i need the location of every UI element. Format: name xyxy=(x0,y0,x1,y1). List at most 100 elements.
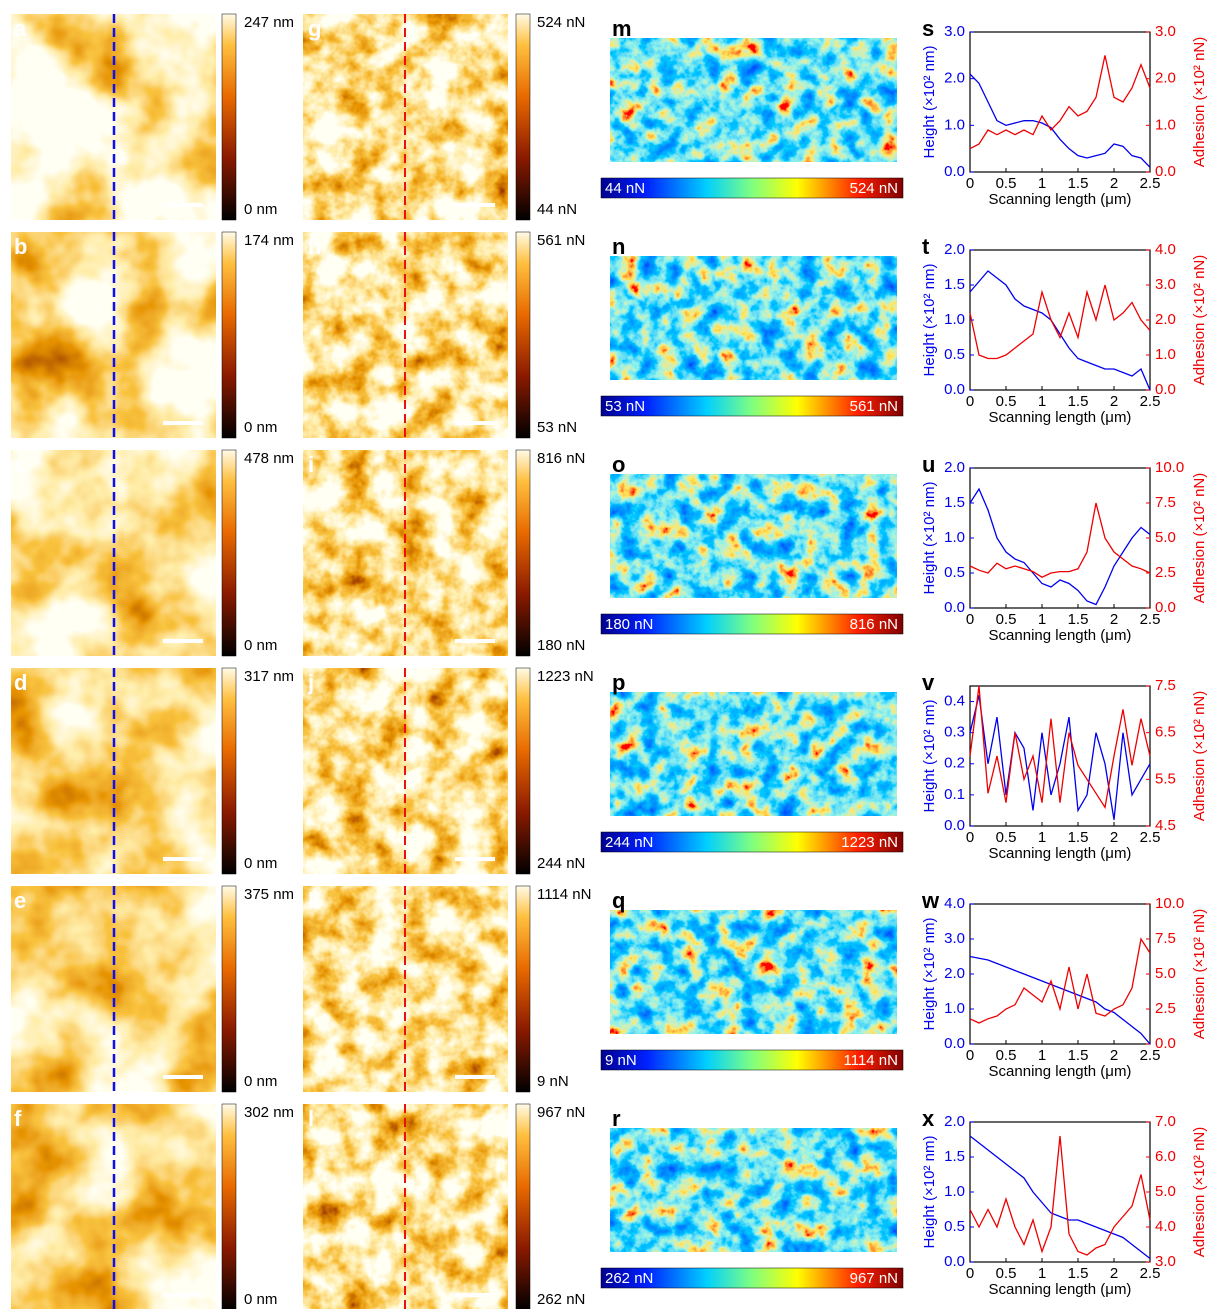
y-axis-label: Height (×10² nm) xyxy=(921,482,938,595)
y2-tick-label: 4.5 xyxy=(1155,817,1176,834)
x-tick-label: 2 xyxy=(1110,829,1118,846)
x-axis-label: Scanning length (μm) xyxy=(989,409,1132,426)
x-tick-label: 2.5 xyxy=(1140,175,1161,192)
x-tick-label: 0 xyxy=(966,1047,974,1064)
colorbar-min: 244 nN xyxy=(537,855,585,872)
y2-tick-label: 3.0 xyxy=(1155,1253,1176,1270)
data-line xyxy=(969,502,1151,578)
colorbar xyxy=(600,613,904,635)
data-line xyxy=(969,284,1151,360)
y2-tick-label: 7.5 xyxy=(1155,930,1176,947)
x-tick-label: 1 xyxy=(1038,1047,1046,1064)
panel-letter: g xyxy=(308,16,321,41)
x-tick-label: 2.5 xyxy=(1140,1265,1161,1282)
colorbar-min: 180 nN xyxy=(537,637,585,654)
panel-letter: w xyxy=(921,888,940,913)
y-tick-label: 4.0 xyxy=(944,895,965,912)
panel-letter: q xyxy=(612,888,625,913)
y-tick-label: 0.5 xyxy=(944,1218,965,1235)
x-tick-label: 2 xyxy=(1110,1265,1118,1282)
data-line xyxy=(969,1135,1151,1256)
panel-letter: u xyxy=(922,452,935,477)
y2-tick-label: 7.0 xyxy=(1155,1113,1176,1130)
x-tick-label: 1.5 xyxy=(1068,393,1089,410)
y-axis-label: Height (×10² nm) xyxy=(921,46,938,159)
colorbar xyxy=(515,231,531,439)
panel-letter: a xyxy=(14,16,27,41)
panel-letter: e xyxy=(14,888,26,913)
x-tick-label: 1.5 xyxy=(1068,829,1089,846)
y-tick-label: 0.5 xyxy=(944,564,965,581)
y-tick-label: 0.5 xyxy=(944,346,965,363)
y-tick-label: 0.0 xyxy=(944,817,965,834)
colorbar xyxy=(600,1049,904,1071)
colorbar-max: 317 nm xyxy=(244,668,294,685)
x-tick-label: 0.5 xyxy=(996,1265,1017,1282)
x-tick-label: 1.5 xyxy=(1068,175,1089,192)
x-tick-label: 2.5 xyxy=(1140,829,1161,846)
adhesion-3d-map xyxy=(610,1128,897,1252)
plot-frame xyxy=(969,903,1151,1045)
panel-letter: m xyxy=(612,16,632,41)
colorbar-max: 375 nm xyxy=(244,886,294,903)
data-line xyxy=(969,685,1151,810)
colorbar-min: 44 nN xyxy=(605,180,645,197)
panel-letter: i xyxy=(308,452,314,477)
x-axis-label: Scanning length (μm) xyxy=(989,1281,1132,1298)
x-tick-label: 1 xyxy=(1038,611,1046,628)
x-axis-label: Scanning length (μm) xyxy=(989,191,1132,208)
y2-tick-label: 2.0 xyxy=(1155,70,1176,87)
x-tick-label: 1 xyxy=(1038,175,1046,192)
data-line xyxy=(969,937,1151,1024)
data-line xyxy=(969,55,1151,150)
y2-tick-label: 0.0 xyxy=(1155,381,1176,398)
data-line xyxy=(969,73,1151,168)
y2-tick-label: 5.0 xyxy=(1155,965,1176,982)
colorbar-max: 561 nN xyxy=(537,232,585,249)
y-tick-label: 0.0 xyxy=(944,381,965,398)
colorbar-min: 44 nN xyxy=(537,201,577,218)
y2-tick-label: 4.0 xyxy=(1155,1218,1176,1235)
y2-axis-label: Adhesion (×10² nN) xyxy=(1191,691,1208,822)
y-tick-label: 1.0 xyxy=(944,311,965,328)
y-tick-label: 0.3 xyxy=(944,724,965,741)
y-tick-label: 1.5 xyxy=(944,494,965,511)
colorbar xyxy=(221,449,237,657)
y2-axis-label: Adhesion (×10² nN) xyxy=(1191,37,1208,168)
x-tick-label: 2 xyxy=(1110,611,1118,628)
y-tick-label: 0.0 xyxy=(944,1253,965,1270)
x-tick-label: 0.5 xyxy=(996,393,1017,410)
y-tick-label: 2.0 xyxy=(944,459,965,476)
y-tick-label: 0.4 xyxy=(944,693,965,710)
colorbar-min: 0 nm xyxy=(244,201,277,218)
colorbar-min: 9 nN xyxy=(605,1052,637,1069)
colorbar xyxy=(600,177,904,199)
colorbar-max: 1114 nN xyxy=(844,1052,899,1069)
colorbar xyxy=(515,667,531,875)
y-tick-label: 1.5 xyxy=(944,276,965,293)
colorbar-max: 524 nN xyxy=(537,14,585,31)
x-tick-label: 0.5 xyxy=(996,1047,1017,1064)
y-tick-label: 2.0 xyxy=(944,965,965,982)
x-tick-label: 0.5 xyxy=(996,175,1017,192)
x-axis-label: Scanning length (μm) xyxy=(989,845,1132,862)
data-line xyxy=(969,695,1151,820)
y-tick-label: 0.0 xyxy=(944,599,965,616)
x-tick-label: 2 xyxy=(1110,393,1118,410)
y-tick-label: 0.1 xyxy=(944,786,965,803)
colorbar-max: 967 nN xyxy=(850,1270,898,1287)
y2-tick-label: 0.0 xyxy=(1155,599,1176,616)
colorbar xyxy=(600,395,904,417)
y2-axis-label: Adhesion (×10² nN) xyxy=(1191,909,1208,1040)
y2-tick-label: 10.0 xyxy=(1155,895,1184,912)
x-tick-label: 1 xyxy=(1038,393,1046,410)
colorbar-min: 0 nm xyxy=(244,855,277,872)
y2-tick-label: 3.0 xyxy=(1155,276,1176,293)
x-tick-label: 2.5 xyxy=(1140,393,1161,410)
y2-tick-label: 1.0 xyxy=(1155,116,1176,133)
colorbar xyxy=(515,449,531,657)
colorbar-min: 53 nN xyxy=(605,398,645,415)
y2-tick-label: 5.0 xyxy=(1155,529,1176,546)
colorbar xyxy=(515,13,531,221)
y2-tick-label: 0.0 xyxy=(1155,163,1176,180)
